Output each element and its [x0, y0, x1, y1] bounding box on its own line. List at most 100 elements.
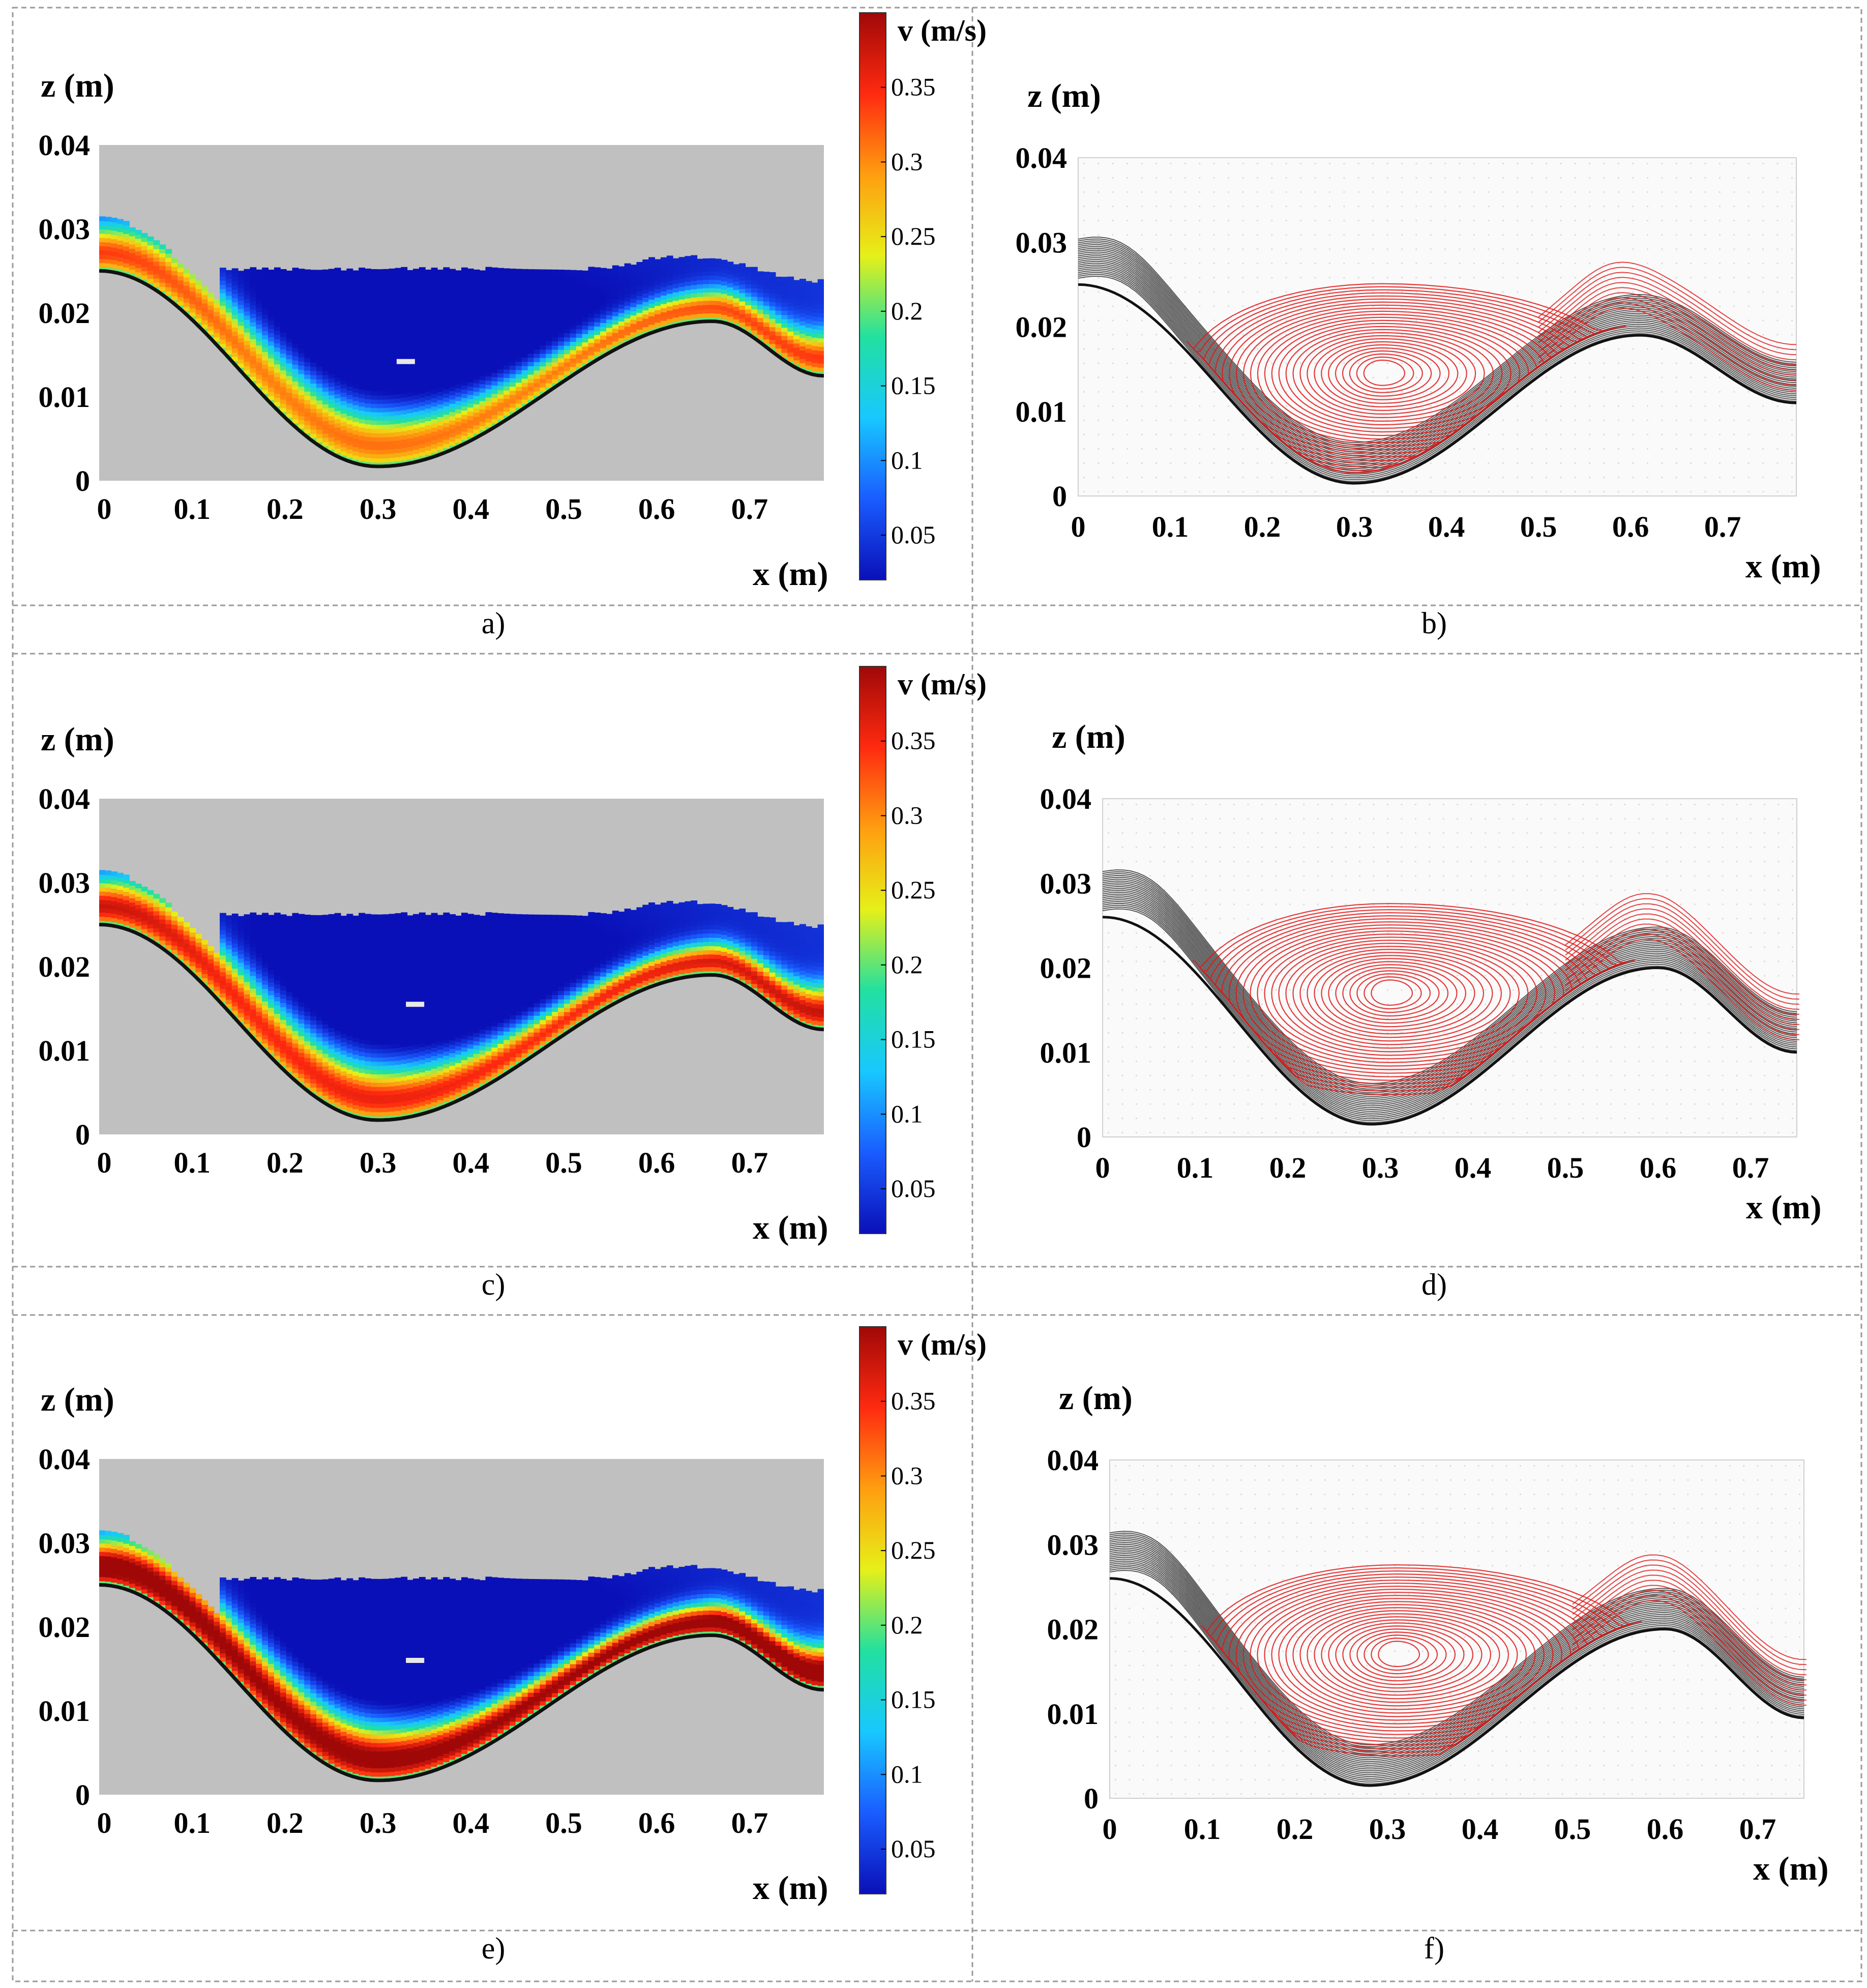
colorbar-tick-label: 0.05 — [891, 1834, 936, 1863]
z-axis-label: z (m) — [1059, 1380, 1133, 1417]
y-tick-label: 0 — [1077, 1121, 1091, 1154]
y-tick-label: 0.04 — [39, 1443, 91, 1476]
x-tick-label: 0.1 — [1184, 1812, 1221, 1846]
y-tick-label: 0.02 — [39, 1611, 91, 1644]
x-axis-label: x (m) — [753, 1869, 828, 1907]
recirculation-marker — [406, 1658, 424, 1663]
z-axis-label: z (m) — [41, 721, 114, 758]
y-tick-label: 0.03 — [39, 866, 91, 899]
colorbar-tick-label: 0.3 — [891, 801, 923, 829]
colorbar-tick-label: 0.15 — [891, 1685, 936, 1714]
x-tick-label: 0.7 — [731, 492, 768, 525]
colorbar-title: v (m/s) — [898, 1328, 987, 1361]
y-tick-label: 0.02 — [39, 950, 91, 983]
x-tick-label: 0.6 — [1640, 1151, 1677, 1184]
colorbar-tick-label: 0.25 — [891, 875, 936, 904]
x-tick-label: 0 — [1103, 1812, 1117, 1846]
x-tick-label: 0.6 — [638, 1806, 675, 1839]
x-tick-label: 0.7 — [1739, 1812, 1776, 1846]
x-axis-label: x (m) — [1745, 548, 1821, 585]
y-tick-label: 0 — [75, 1118, 90, 1151]
y-tick-label: 0 — [1052, 480, 1067, 513]
z-axis-label: z (m) — [41, 67, 114, 104]
y-tick-label: 0 — [75, 1778, 90, 1811]
z-axis-label: z (m) — [1027, 77, 1101, 114]
z-axis-label: z (m) — [1052, 718, 1125, 755]
x-tick-label: 0.4 — [1462, 1812, 1499, 1846]
panel-caption-d: d) — [1421, 1268, 1447, 1301]
x-tick-label: 0.4 — [453, 1806, 490, 1839]
x-axis-label: x (m) — [753, 556, 828, 593]
x-tick-label: 0.2 — [266, 1806, 304, 1839]
x-tick-label: 0 — [1095, 1151, 1110, 1184]
y-tick-label: 0.04 — [1047, 1444, 1099, 1477]
x-tick-label: 0.3 — [360, 1146, 397, 1179]
x-tick-label: 0.7 — [1704, 510, 1741, 543]
y-tick-label: 0.01 — [1016, 395, 1068, 428]
colorbar-tick-label: 0.25 — [891, 1536, 936, 1564]
colorbar-tick-label: 0.1 — [891, 446, 923, 474]
x-tick-label: 0.3 — [1362, 1151, 1399, 1184]
y-tick-label: 0.03 — [1040, 867, 1092, 900]
x-tick-label: 0.4 — [453, 492, 490, 525]
y-tick-label: 0.04 — [39, 129, 91, 162]
colorbar: v (m/s)0.050.10.150.20.250.30.35 — [860, 666, 987, 1234]
x-tick-label: 0.2 — [1277, 1812, 1314, 1846]
x-tick-label: 0.7 — [731, 1806, 768, 1839]
y-tick-label: 0.03 — [39, 213, 91, 246]
colorbar-title: v (m/s) — [898, 14, 987, 47]
colorbar-tick-label: 0.1 — [891, 1760, 923, 1788]
colorbar-tick-label: 0.2 — [891, 297, 923, 325]
colorbar-tick-label: 0.35 — [891, 726, 936, 755]
y-tick-label: 0.01 — [39, 1694, 91, 1728]
x-tick-label: 0.5 — [1554, 1812, 1591, 1846]
x-tick-label: 0.5 — [545, 1806, 582, 1839]
recirculation-marker — [397, 359, 415, 364]
colorbar-title: v (m/s) — [898, 667, 987, 701]
y-tick-label: 0.04 — [1040, 782, 1092, 815]
x-tick-label: 0.5 — [545, 492, 582, 525]
y-tick-label: 0 — [1084, 1782, 1099, 1815]
x-tick-label: 0.2 — [1269, 1151, 1307, 1184]
colorbar-tick-label: 0.2 — [891, 1611, 923, 1639]
x-tick-label: 0.6 — [638, 492, 675, 525]
colorbar-tick-label: 0.25 — [891, 222, 936, 250]
x-tick-label: 0.1 — [1152, 510, 1189, 543]
x-tick-label: 0.4 — [1428, 510, 1465, 543]
panel-caption-c: c) — [482, 1268, 506, 1301]
colorbar-tick-label: 0.3 — [891, 147, 923, 176]
x-tick-label: 0.5 — [1520, 510, 1557, 543]
colorbar-tick-label: 0.2 — [891, 950, 923, 979]
panel-caption-b: b) — [1421, 606, 1447, 640]
x-tick-label: 0 — [97, 1806, 112, 1839]
y-tick-label: 0.02 — [1040, 952, 1092, 985]
x-tick-label: 0 — [97, 1146, 112, 1179]
colorbar-tick-label: 0.1 — [891, 1099, 923, 1128]
colorbar-ramp — [860, 666, 886, 1234]
x-tick-label: 0 — [97, 492, 112, 525]
x-tick-label: 0.2 — [266, 1146, 304, 1179]
x-tick-label: 0.6 — [1647, 1812, 1684, 1846]
x-tick-label: 0.4 — [453, 1146, 490, 1179]
y-tick-label: 0.04 — [1016, 141, 1068, 174]
x-tick-label: 0.1 — [173, 1146, 211, 1179]
y-tick-label: 0.03 — [1016, 226, 1068, 259]
x-tick-label: 0.1 — [173, 492, 211, 525]
z-axis-label: z (m) — [41, 1381, 114, 1418]
colorbar-ramp — [860, 13, 886, 580]
x-tick-label: 0.6 — [1612, 510, 1649, 543]
colorbar-tick-label: 0.35 — [891, 1387, 936, 1415]
y-tick-label: 0.04 — [39, 782, 91, 815]
x-tick-label: 0.7 — [731, 1146, 768, 1179]
colorbar-tick-label: 0.35 — [891, 73, 936, 101]
y-tick-label: 0.02 — [1047, 1613, 1099, 1646]
y-tick-label: 0.01 — [1047, 1698, 1099, 1731]
x-tick-label: 0.3 — [1369, 1812, 1406, 1846]
